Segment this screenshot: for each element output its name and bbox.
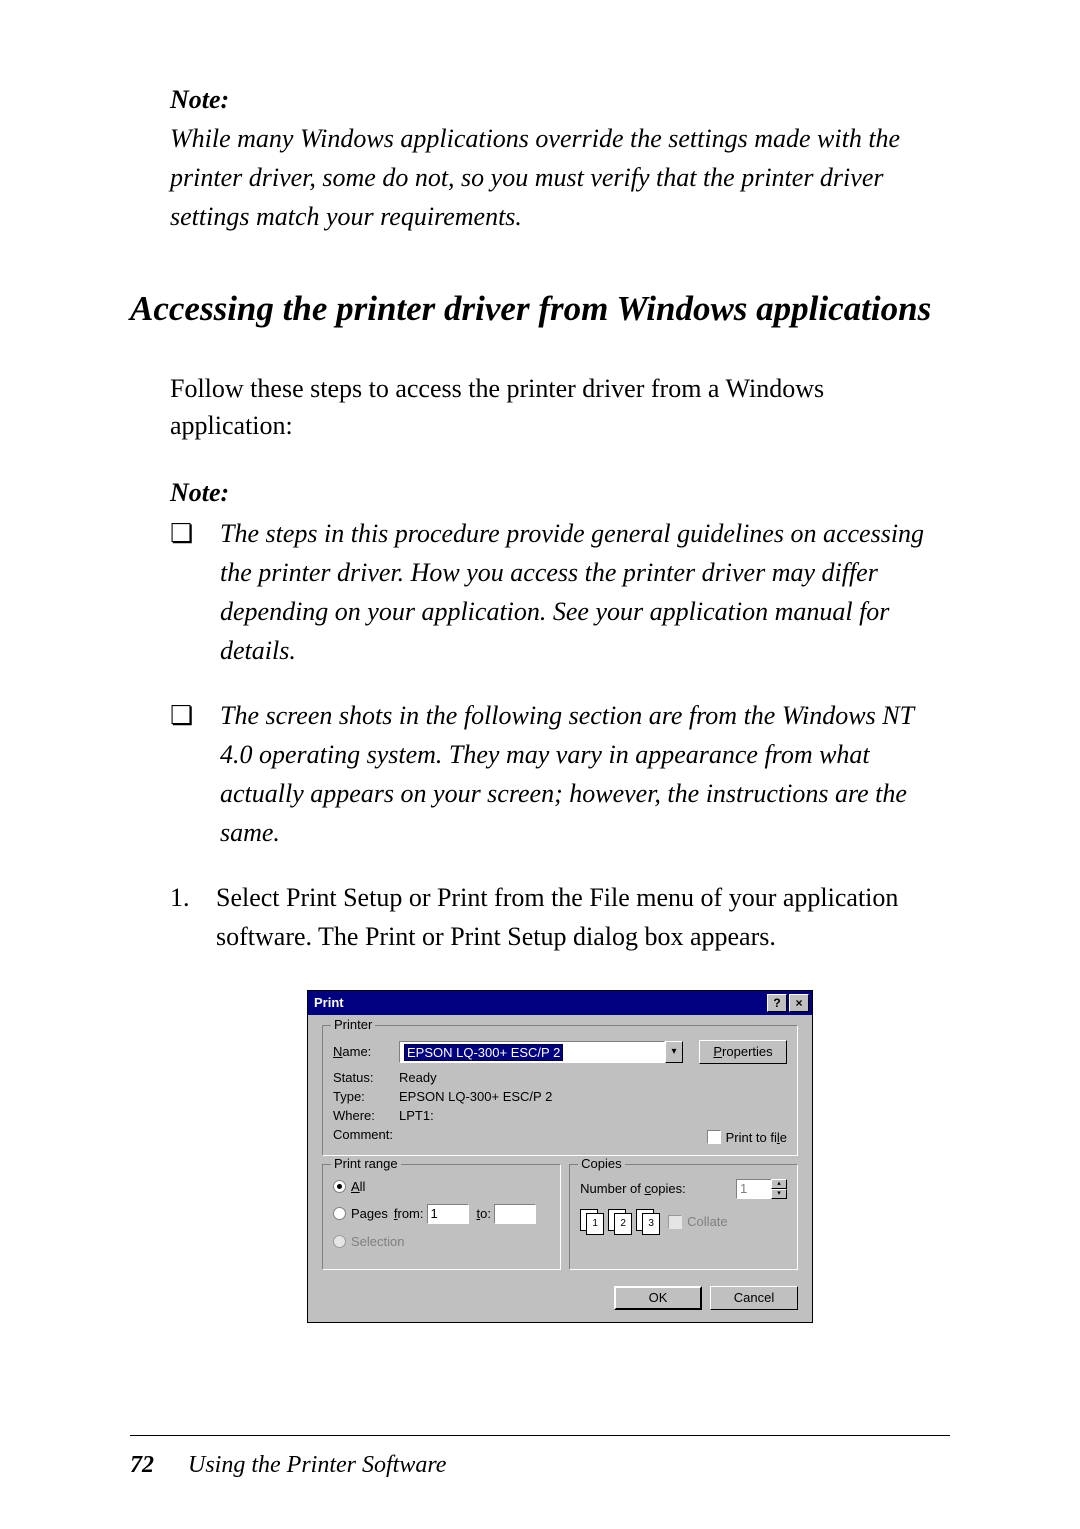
radio-all[interactable] <box>333 1180 346 1193</box>
note-label-2: Note: <box>170 473 950 512</box>
help-button[interactable]: ? <box>767 994 787 1012</box>
page-footer: 72 Using the Printer Software <box>130 1435 950 1479</box>
num-copies-label: Number of copies: <box>580 1181 736 1196</box>
collate-label: Collate <box>687 1214 727 1229</box>
range-group-label: Print range <box>331 1156 401 1171</box>
page-number: 72 <box>130 1452 154 1478</box>
print-to-file-checkbox[interactable] <box>707 1130 721 1144</box>
bullet-item-2: ❏ The screen shots in the following sect… <box>170 696 950 852</box>
collate-graphic: 11 22 33 <box>580 1209 660 1235</box>
status-label: Status: <box>333 1070 399 1085</box>
status-value: Ready <box>399 1070 437 1085</box>
printer-name-select[interactable]: EPSON LQ-300+ ESC/P 2 ▾ <box>399 1041 683 1063</box>
section-heading: Accessing the printer driver from Window… <box>130 286 950 332</box>
comment-label: Comment: <box>333 1127 399 1142</box>
page-icon: 3 <box>642 1213 660 1235</box>
radio-selection <box>333 1235 346 1248</box>
copies-group-label: Copies <box>578 1156 624 1171</box>
step-number: 1. <box>170 878 216 956</box>
note-label: Note: <box>170 80 950 119</box>
copies-spinner[interactable]: ▴ ▾ <box>771 1179 787 1199</box>
bullet-marker: ❏ <box>170 514 220 670</box>
print-dialog: Print ? × Printer Name: EPSON LQ-300+ ES… <box>307 990 813 1323</box>
printer-groupbox: Printer Name: EPSON LQ-300+ ESC/P 2 ▾ Pr… <box>322 1025 798 1156</box>
collate-checkbox <box>668 1215 682 1229</box>
step-text: Select Print Setup or Print from the Fil… <box>216 878 950 956</box>
note-text: While many Windows applications override… <box>170 119 950 236</box>
copies-input[interactable]: 1 <box>736 1179 772 1199</box>
type-label: Type: <box>333 1089 399 1104</box>
radio-pages[interactable] <box>333 1207 346 1220</box>
properties-button[interactable]: Properties <box>699 1040 787 1064</box>
footer-rule <box>130 1435 950 1436</box>
to-label: to: <box>477 1206 491 1221</box>
page-icon: 1 <box>586 1213 604 1235</box>
footer-title: Using the Printer Software <box>188 1452 446 1478</box>
close-button[interactable]: × <box>789 994 809 1012</box>
print-range-groupbox: Print range All Pages from: 1 to: <box>322 1164 561 1270</box>
type-value: EPSON LQ-300+ ESC/P 2 <box>399 1089 552 1104</box>
where-value: LPT1: <box>399 1108 434 1123</box>
bullet-text: The screen shots in the following sectio… <box>220 696 950 852</box>
bullet-item-1: ❏ The steps in this procedure provide ge… <box>170 514 950 670</box>
spin-up-icon[interactable]: ▴ <box>771 1179 787 1189</box>
printer-group-label: Printer <box>331 1017 375 1032</box>
printer-name-value: EPSON LQ-300+ ESC/P 2 <box>404 1044 563 1061</box>
pages-label: Pages <box>351 1206 388 1221</box>
page-icon: 2 <box>614 1213 632 1235</box>
name-label: Name: <box>333 1044 399 1059</box>
spin-down-icon[interactable]: ▾ <box>771 1189 787 1199</box>
where-label: Where: <box>333 1108 399 1123</box>
note-block-1: Note: While many Windows applications ov… <box>130 80 950 236</box>
ok-button[interactable]: OK <box>614 1286 702 1310</box>
from-label: from: <box>394 1206 424 1221</box>
bullet-text: The steps in this procedure provide gene… <box>220 514 950 670</box>
all-label: All <box>351 1179 365 1194</box>
selection-label: Selection <box>351 1234 404 1249</box>
title-bar: Print ? × <box>308 991 812 1015</box>
cancel-button[interactable]: Cancel <box>710 1286 798 1310</box>
dialog-title: Print <box>314 995 765 1010</box>
from-input[interactable]: 1 <box>427 1204 469 1224</box>
intro-paragraph: Follow these steps to access the printer… <box>170 370 950 445</box>
copies-groupbox: Copies Number of copies: 1 ▴ ▾ 11 22 <box>569 1164 798 1270</box>
to-input[interactable] <box>494 1204 536 1224</box>
dialog-body: Printer Name: EPSON LQ-300+ ESC/P 2 ▾ Pr… <box>308 1015 812 1322</box>
dropdown-icon[interactable]: ▾ <box>665 1041 683 1063</box>
step-1: 1. Select Print Setup or Print from the … <box>170 878 950 956</box>
print-to-file-label: Print to file <box>726 1130 787 1145</box>
bullet-marker: ❏ <box>170 696 220 852</box>
